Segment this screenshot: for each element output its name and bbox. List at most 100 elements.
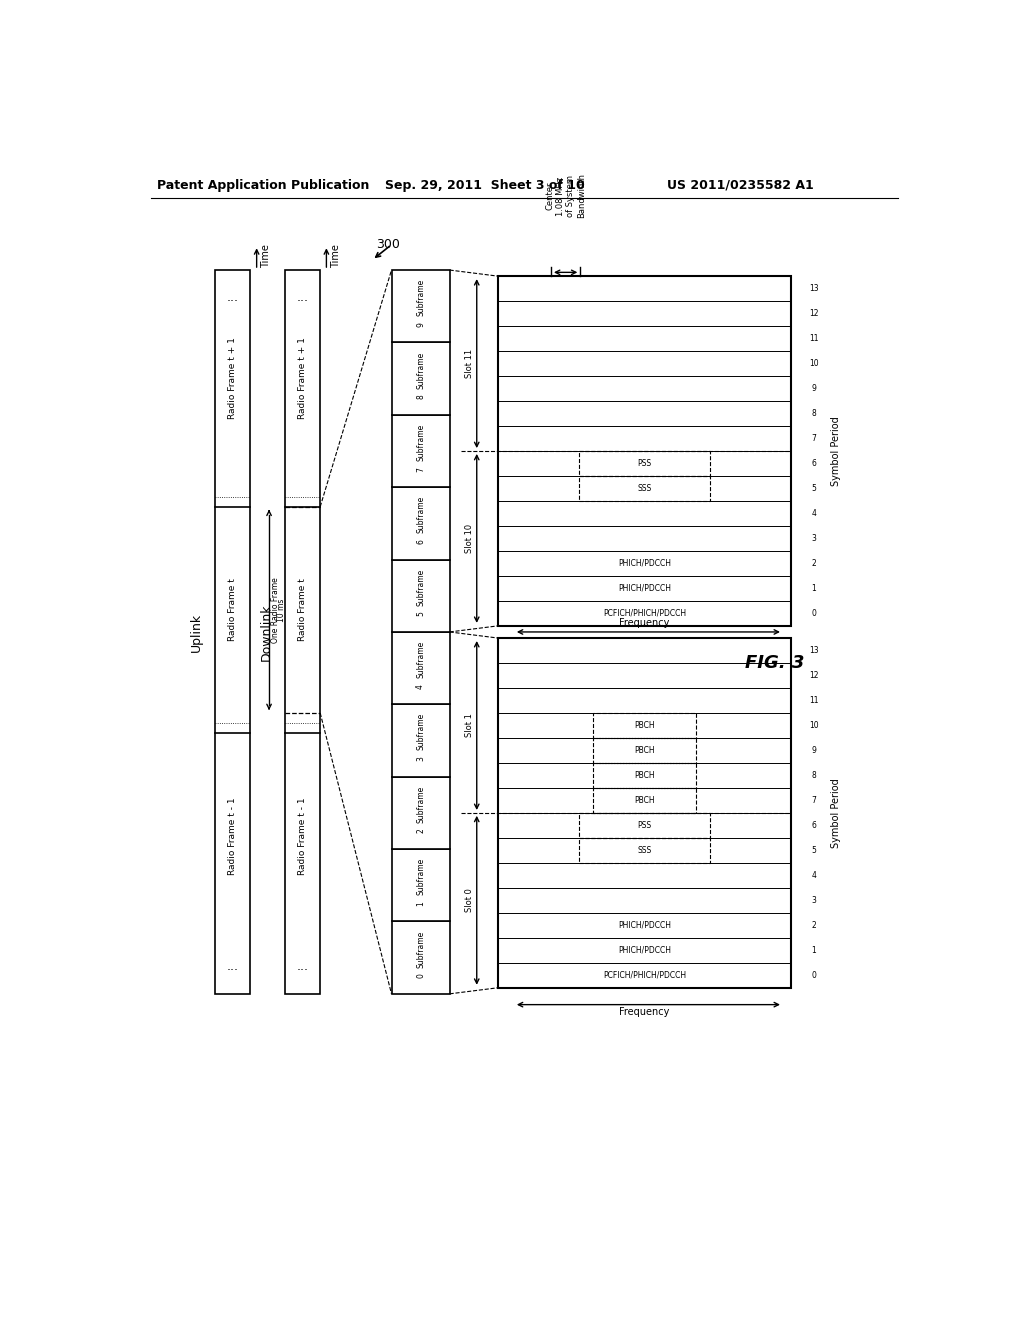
Bar [391, 271, 450, 342]
Text: 6: 6 [811, 459, 816, 469]
Text: Subframe: Subframe [416, 351, 425, 388]
Text: 10: 10 [809, 721, 818, 730]
Text: PHICH/PDCCH: PHICH/PDCCH [618, 945, 671, 954]
Text: One Radio Frame: One Radio Frame [270, 577, 280, 643]
Text: 4: 4 [811, 871, 816, 880]
Text: Frequency: Frequency [620, 1007, 670, 1018]
Text: ...: ... [296, 960, 308, 973]
Text: 9: 9 [811, 384, 816, 393]
Text: 5: 5 [416, 611, 425, 616]
Text: 4: 4 [811, 510, 816, 517]
Text: Radio Frame t + 1: Radio Frame t + 1 [228, 338, 238, 420]
Text: Subframe: Subframe [416, 785, 425, 822]
Text: 7: 7 [811, 796, 816, 805]
Text: 11: 11 [809, 334, 818, 343]
Text: FIG. 3: FIG. 3 [745, 653, 805, 672]
Bar [579, 838, 711, 863]
Text: 2: 2 [811, 921, 816, 929]
Bar [391, 776, 450, 849]
Bar [579, 451, 711, 477]
Text: Subframe: Subframe [416, 279, 425, 317]
Text: Radio Frame t - 1: Radio Frame t - 1 [228, 797, 238, 875]
Text: ...: ... [296, 290, 308, 304]
Text: Center
1.08 MHz
of System
Bandwidth: Center 1.08 MHz of System Bandwidth [546, 173, 586, 218]
Text: Uplink: Uplink [189, 612, 203, 652]
Text: Patent Application Publication: Patent Application Publication [158, 178, 370, 191]
Bar [215, 271, 251, 994]
Text: Slot 10: Slot 10 [465, 524, 473, 553]
Text: ...: ... [226, 960, 239, 973]
Text: SSS: SSS [637, 846, 651, 855]
Text: 2: 2 [811, 558, 816, 568]
Text: 11: 11 [809, 696, 818, 705]
Text: SSS: SSS [637, 484, 651, 492]
Text: Symbol Period: Symbol Period [830, 777, 841, 847]
Bar [391, 414, 450, 487]
Text: 6: 6 [416, 539, 425, 544]
Text: PHICH/PDCCH: PHICH/PDCCH [618, 558, 671, 568]
Text: 2: 2 [416, 829, 425, 833]
Text: 4: 4 [416, 684, 425, 689]
Text: Radio Frame t + 1: Radio Frame t + 1 [298, 338, 307, 420]
Text: 12: 12 [809, 671, 818, 680]
Bar [593, 763, 695, 788]
Bar [579, 813, 711, 838]
Bar [391, 560, 450, 632]
Bar [579, 477, 711, 502]
Text: PHICH/PDCCH: PHICH/PDCCH [618, 921, 671, 929]
Text: Radio Frame t - 1: Radio Frame t - 1 [298, 797, 307, 875]
Text: 12: 12 [809, 309, 818, 318]
Bar [593, 738, 695, 763]
Text: 5: 5 [811, 484, 816, 492]
Bar [391, 921, 450, 994]
Text: PCFICH/PHICH/PDCCH: PCFICH/PHICH/PDCCH [603, 609, 686, 618]
Text: PBCH: PBCH [634, 746, 655, 755]
Text: Radio Frame t: Radio Frame t [228, 578, 238, 642]
Text: Sep. 29, 2011  Sheet 3 of 10: Sep. 29, 2011 Sheet 3 of 10 [385, 178, 585, 191]
Text: Time: Time [261, 244, 271, 268]
Text: 0: 0 [811, 970, 816, 979]
Text: Frequency: Frequency [620, 618, 670, 628]
Bar [499, 638, 791, 987]
Text: Symbol Period: Symbol Period [830, 416, 841, 486]
Text: Subframe: Subframe [416, 713, 425, 751]
Text: 3: 3 [416, 756, 425, 762]
Text: 9: 9 [811, 746, 816, 755]
Text: 9: 9 [416, 322, 425, 327]
Text: ...: ... [226, 290, 239, 304]
Text: 1: 1 [811, 945, 816, 954]
Text: 8: 8 [416, 395, 425, 399]
Text: 0: 0 [811, 609, 816, 618]
Text: Downlink: Downlink [259, 603, 272, 661]
Bar [499, 276, 791, 626]
Text: 0: 0 [416, 973, 425, 978]
Text: 1: 1 [811, 583, 816, 593]
Bar [593, 713, 695, 738]
Text: Subframe: Subframe [416, 640, 425, 678]
Text: 6: 6 [811, 821, 816, 830]
Text: PSS: PSS [638, 459, 651, 469]
Bar [593, 788, 695, 813]
Text: Slot 11: Slot 11 [465, 348, 473, 378]
Bar [391, 342, 450, 414]
Text: 5: 5 [811, 846, 816, 855]
Text: PBCH: PBCH [634, 771, 655, 780]
Text: 300: 300 [376, 238, 399, 251]
Text: 7: 7 [811, 434, 816, 444]
Text: 10 ms: 10 ms [276, 598, 286, 622]
Bar [391, 487, 450, 560]
Text: 1: 1 [416, 902, 425, 906]
Text: Subframe: Subframe [416, 931, 425, 968]
Text: US 2011/0235582 A1: US 2011/0235582 A1 [667, 178, 814, 191]
Text: PHICH/PDCCH: PHICH/PDCCH [618, 583, 671, 593]
Text: 13: 13 [809, 284, 818, 293]
Text: PBCH: PBCH [634, 721, 655, 730]
Text: 10: 10 [809, 359, 818, 368]
Text: 7: 7 [416, 467, 425, 471]
Text: PSS: PSS [638, 821, 651, 830]
Text: PCFICH/PHICH/PDCCH: PCFICH/PHICH/PDCCH [603, 970, 686, 979]
Bar [285, 271, 321, 994]
Bar [391, 632, 450, 705]
Text: Slot 1: Slot 1 [465, 714, 473, 738]
Text: Time: Time [331, 244, 341, 268]
